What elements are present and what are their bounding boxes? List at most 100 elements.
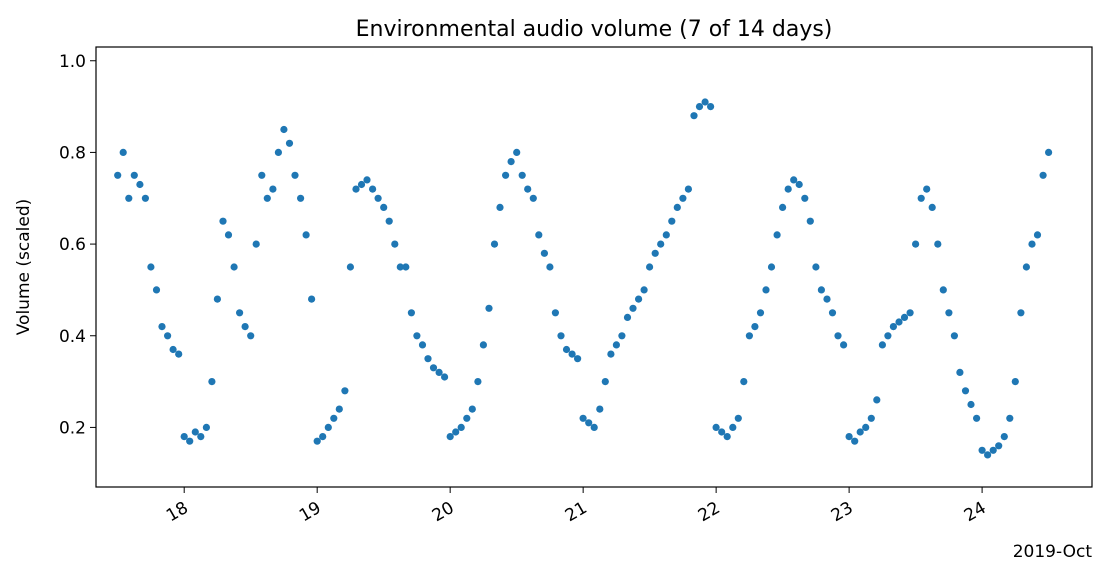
- scatter-point: [319, 433, 327, 441]
- scatter-point: [723, 433, 731, 441]
- scatter-point: [169, 345, 177, 354]
- scatter-point: [463, 414, 471, 422]
- scatter-point: [607, 350, 615, 358]
- chart-title: Environmental audio volume (7 of 14 days…: [356, 17, 833, 42]
- x-axis: 18 19 20 21 22 23 24: [163, 487, 990, 526]
- scatter-point: [175, 350, 183, 358]
- scatter-point: [718, 428, 726, 436]
- x-tick-label: 23: [828, 498, 857, 526]
- scatter-point: [524, 185, 532, 193]
- scatter-point: [679, 194, 687, 202]
- scatter-point: [912, 240, 920, 248]
- x-tick-label: 24: [961, 498, 990, 526]
- scatter-point: [208, 378, 216, 386]
- scatter-point: [435, 368, 443, 376]
- scatter-point: [640, 286, 648, 294]
- scatter-point: [889, 323, 898, 331]
- scatter-point: [900, 313, 909, 321]
- scatter-point: [579, 414, 587, 422]
- scatter-point: [535, 231, 543, 239]
- scatter-point: [374, 194, 382, 202]
- scatter-point: [152, 286, 161, 294]
- scatter-point: [762, 286, 770, 294]
- scatter-point: [690, 112, 698, 120]
- scatter-point: [551, 309, 560, 317]
- scatter-point: [973, 414, 981, 422]
- scatter-point: [651, 249, 659, 257]
- scatter-point: [801, 194, 809, 202]
- scatter-point: [513, 148, 521, 156]
- scatter-point: [1000, 433, 1008, 441]
- y-tick-label: 0.6: [59, 235, 86, 255]
- scatter-point: [978, 446, 986, 454]
- scatter-point: [369, 185, 377, 193]
- scatter-point: [646, 263, 654, 271]
- scatter-point: [236, 309, 244, 317]
- scatter-point: [335, 405, 343, 413]
- scatter-point: [812, 263, 820, 271]
- scatter-point: [485, 304, 493, 312]
- scatter-point: [1028, 240, 1036, 248]
- x-axis-offset-label: 2019-Oct: [1013, 542, 1093, 562]
- scatter-point: [418, 341, 427, 349]
- scatter-point: [945, 309, 953, 317]
- scatter-point: [302, 231, 310, 239]
- scatter-point: [1011, 378, 1019, 386]
- scatter-point: [562, 345, 571, 354]
- scatter-point: [662, 231, 670, 239]
- scatter-point: [878, 341, 887, 349]
- scatter-point: [867, 414, 875, 422]
- scatter-point: [324, 423, 332, 431]
- y-tick-label: 1.0: [59, 52, 86, 72]
- scatter-point: [346, 263, 354, 271]
- scatter-point: [424, 355, 432, 363]
- scatter-point: [568, 350, 576, 358]
- y-axis: 0.2 0.4 0.6 0.8 1.0: [59, 52, 96, 438]
- scatter-point: [989, 446, 997, 454]
- scatter-point: [856, 428, 864, 436]
- scatter-point: [773, 231, 781, 239]
- scatter-point: [441, 373, 449, 381]
- scatter-point: [823, 295, 831, 303]
- scatter-point: [479, 341, 487, 349]
- x-tick-label: 19: [296, 498, 325, 526]
- scatter-point: [601, 378, 609, 386]
- scatter-point: [701, 98, 709, 106]
- scatter-point: [806, 217, 814, 225]
- scatter-point: [840, 341, 848, 349]
- scatter-point: [125, 194, 133, 202]
- scatter-point: [352, 185, 360, 193]
- scatter-point: [712, 423, 720, 431]
- scatter-point: [695, 103, 704, 111]
- scatter-point: [285, 139, 294, 147]
- data-points: [114, 98, 1053, 459]
- scatter-point: [341, 387, 349, 395]
- scatter-point: [961, 387, 970, 395]
- scatter-point: [1039, 171, 1047, 179]
- scatter-point: [917, 194, 925, 202]
- scatter-point: [596, 405, 604, 413]
- scatter-point: [429, 364, 438, 372]
- plot-area-frame: [95, 46, 1093, 488]
- scatter-point: [224, 231, 233, 239]
- scatter-point: [507, 158, 515, 166]
- scatter-point: [934, 240, 942, 248]
- scatter-point: [740, 378, 748, 386]
- scatter-point: [413, 332, 421, 340]
- scatter-point: [391, 240, 399, 248]
- scatter-point: [751, 323, 759, 331]
- x-tick-label: 21: [562, 498, 591, 526]
- scatter-point: [402, 263, 410, 271]
- scatter-point: [884, 332, 892, 340]
- scatter-point: [468, 405, 476, 413]
- scatter-point: [263, 194, 271, 202]
- scatter-point: [308, 295, 316, 303]
- scatter-point: [756, 309, 765, 317]
- scatter-point: [939, 286, 947, 294]
- y-axis-label: Volume (scaled): [14, 199, 34, 336]
- scatter-point: [1022, 263, 1030, 271]
- scatter-point: [984, 451, 992, 459]
- scatter-point: [252, 240, 260, 248]
- scatter-point: [191, 428, 199, 436]
